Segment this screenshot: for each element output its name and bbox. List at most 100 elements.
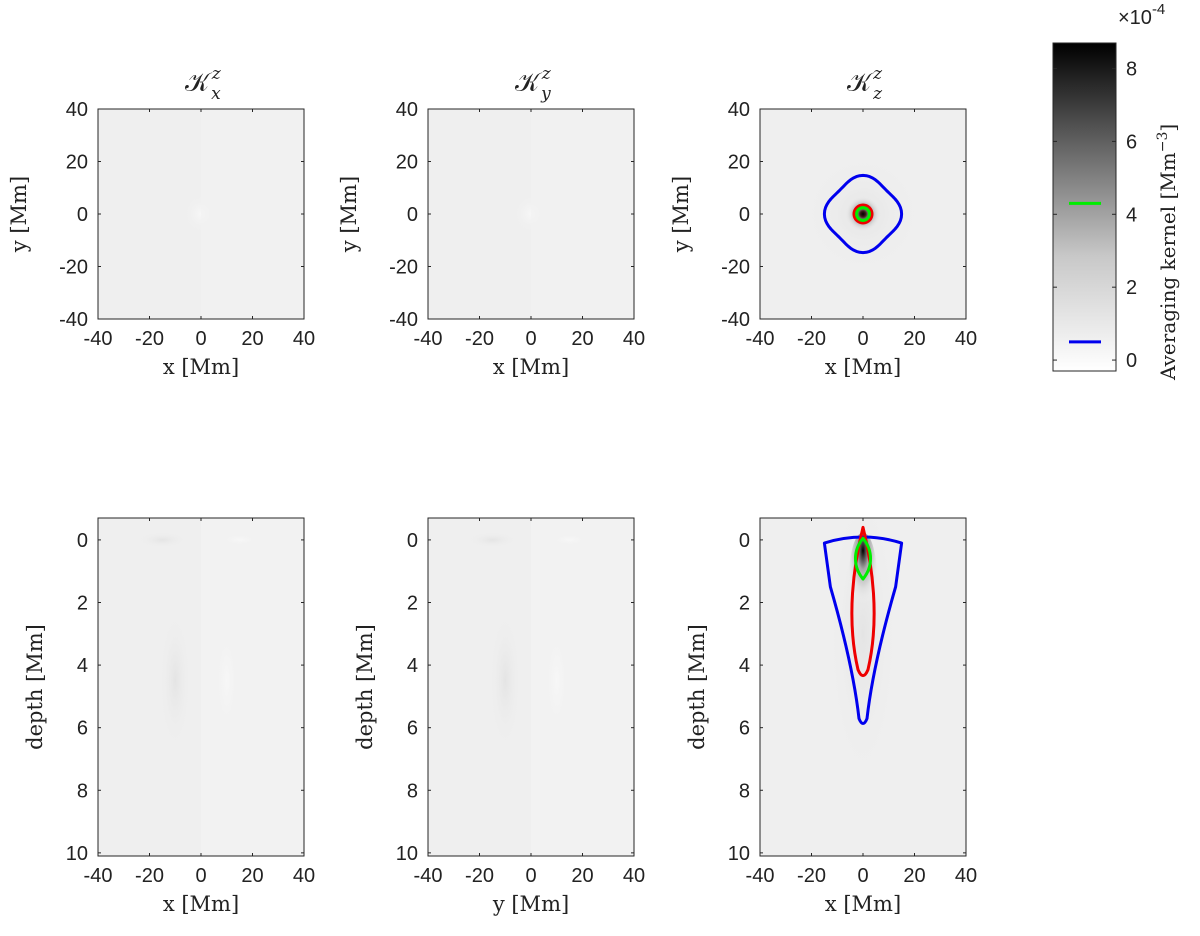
y-tick-label: 4 <box>407 655 418 677</box>
contour-funnel <box>822 535 904 725</box>
x-tick-label: -40 <box>84 865 113 887</box>
y-axis-label: depth [Mm] <box>23 624 47 750</box>
faint-lobe <box>210 610 243 751</box>
faint-lobe <box>544 531 595 548</box>
colorbar-label: Averaging kernel [Mm−3] <box>1155 124 1180 381</box>
x-tick-label: -20 <box>465 865 494 887</box>
x-tick-label: 0 <box>195 865 206 887</box>
y-tick-label: -40 <box>59 309 88 331</box>
colorbar: 0 2 4 6 8 ×10-4 Averaging kernel [Mm−3] <box>1052 1 1180 381</box>
title-superscript: z <box>541 64 552 84</box>
colorbar-tick-label: 2 <box>1126 277 1137 299</box>
y-tick-label: 8 <box>77 780 88 802</box>
y-tick-label: 0 <box>77 530 88 552</box>
colorbar-tick-label: 8 <box>1126 59 1137 81</box>
y-axis-label: depth [Mm] <box>353 624 377 750</box>
x-tick-label: 40 <box>623 865 645 887</box>
y-tick-label: 0 <box>407 530 418 552</box>
x-tick-label: 0 <box>857 865 868 887</box>
heatmap-field <box>428 518 634 856</box>
y-tick-label: 0 <box>739 204 750 226</box>
faint-lobe <box>540 610 573 751</box>
contour-teardrop <box>850 525 876 678</box>
x-tick-label: 20 <box>241 328 263 350</box>
x-tick-label: 0 <box>195 328 206 350</box>
heatmap-field <box>760 518 966 856</box>
y-tick-label: 6 <box>739 718 750 740</box>
y-axis-label: y [Mm] <box>669 176 693 253</box>
contour-ellipse <box>853 536 873 581</box>
y-tick-label: 0 <box>407 204 418 226</box>
faint-half <box>201 109 304 319</box>
x-tick-label: -20 <box>465 328 494 350</box>
x-tick-label: -40 <box>746 328 775 350</box>
title-superscript: z <box>211 64 222 84</box>
x-tick-label: 20 <box>903 865 925 887</box>
x-tick-label: 40 <box>955 865 977 887</box>
panel-bottom-3: -40 -20 0 20 40 0 2 4 6 8 10 x [Mm] depth [Mm] <box>685 517 977 916</box>
y-tick-label: -20 <box>721 257 750 279</box>
x-tick-label: 20 <box>571 328 593 350</box>
y-tick-label: 10 <box>728 843 750 865</box>
y-axis-label: depth [Mm] <box>685 624 709 750</box>
y-tick-label: 2 <box>77 593 88 615</box>
colorbar-ticks: 0 2 4 6 8 <box>1053 59 1137 372</box>
y-tick-label: 6 <box>77 718 88 740</box>
faint-lobe <box>489 610 522 751</box>
contour-#00ee00 <box>855 206 871 222</box>
x-tick-label: 40 <box>293 328 315 350</box>
y-tick-label: 6 <box>407 718 418 740</box>
x-tick-label: 20 <box>903 328 925 350</box>
x-axis-label: x [Mm] <box>493 355 569 379</box>
heatmap-field <box>98 518 304 856</box>
panel-bottom-2: -40 -20 0 20 40 0 2 4 6 8 10 y [Mm] depth [Mm] <box>353 517 645 916</box>
y-tick-label: 20 <box>396 152 418 174</box>
contour-rounded-diamond <box>822 173 904 255</box>
y-tick-label: 40 <box>66 99 88 121</box>
faint-lobe <box>467 531 518 548</box>
x-axis-label: x [Mm] <box>163 892 239 916</box>
faint-half <box>531 109 634 319</box>
faint-lobe <box>137 531 188 548</box>
y-tick-label: 8 <box>739 780 750 802</box>
x-tick-label: -20 <box>135 328 164 350</box>
colorbar-tick-label: 6 <box>1126 131 1137 153</box>
faint-lobe <box>159 610 192 751</box>
y-axis-label: y [Mm] <box>337 176 361 253</box>
panel-top-3: -40 -20 0 20 40 40 20 0 -20 -40 x [Mm] y [Mm] 𝒦 zz <box>669 64 977 379</box>
kernel-peak <box>845 196 881 232</box>
heatmap-field <box>760 109 966 319</box>
x-axis-label: y [Mm] <box>492 892 569 916</box>
panel-bottom-1: -40 -20 0 20 40 0 2 4 6 8 10 x [Mm] depth [Mm] <box>23 517 315 916</box>
x-tick-label: -40 <box>414 328 443 350</box>
x-tick-label: -20 <box>135 865 164 887</box>
x-tick-label: 0 <box>525 328 536 350</box>
y-tick-label: 8 <box>407 780 418 802</box>
x-tick-label: 20 <box>571 865 593 887</box>
y-tick-label: 10 <box>396 843 418 865</box>
x-tick-label: 0 <box>525 865 536 887</box>
y-tick-label: 40 <box>396 99 418 121</box>
y-tick-label: 20 <box>66 152 88 174</box>
y-tick-label: 10 <box>66 843 88 865</box>
x-axis-label: x [Mm] <box>163 355 239 379</box>
y-tick-label: -20 <box>389 257 418 279</box>
y-tick-label: 4 <box>77 655 88 677</box>
title-subscript: x <box>211 84 221 104</box>
colorbar-markers <box>1069 201 1101 344</box>
x-tick-label: 40 <box>293 865 315 887</box>
title-symbol: 𝒦 <box>847 68 875 98</box>
x-tick-label: 40 <box>623 328 645 350</box>
x-axis-label: x [Mm] <box>825 892 901 916</box>
y-tick-label: 4 <box>739 655 750 677</box>
title-subscript: z <box>872 84 883 104</box>
colorbar-scale <box>1052 42 1117 372</box>
contour-#ee0000 <box>852 203 874 225</box>
y-tick-label: 0 <box>739 530 750 552</box>
title-subscript: y <box>540 84 551 104</box>
